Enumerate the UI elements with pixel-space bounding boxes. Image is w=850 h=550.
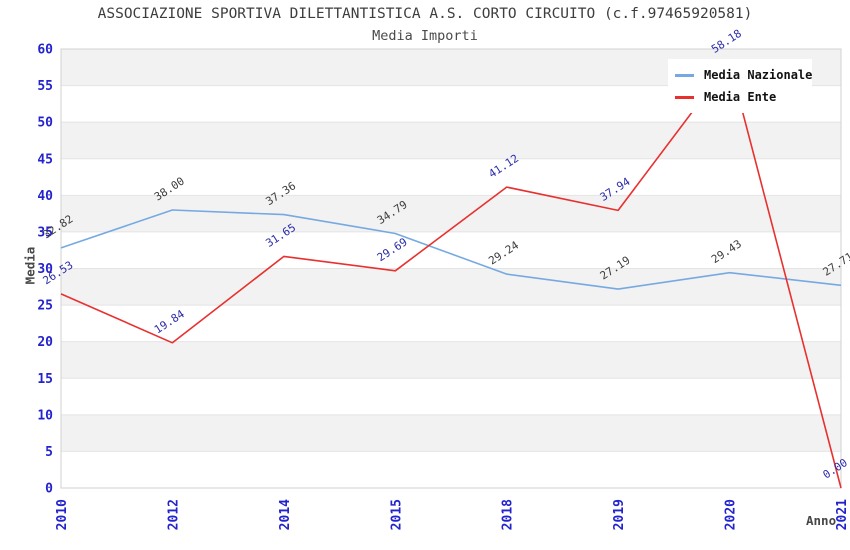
plot-band — [61, 268, 841, 306]
y-tick-label: 40 — [37, 189, 53, 204]
chart-subtitle: Media Importi — [372, 28, 478, 44]
y-tick-label: 15 — [37, 372, 53, 387]
plot-border — [60, 48, 842, 489]
y-tick-label: 50 — [37, 116, 53, 131]
legend-item-media-ente: Media Ente — [675, 86, 812, 108]
legend-swatch-media-ente — [675, 95, 694, 99]
y-tick-label: 25 — [37, 299, 53, 314]
legend-item-media-nazionale: Media Nazionale — [675, 64, 812, 86]
y-tick-label: 30 — [37, 262, 53, 277]
y-tick-label: 60 — [37, 43, 53, 58]
y-tick-label: 5 — [45, 445, 53, 460]
data-label-media-nazionale: 29.43 — [709, 237, 744, 266]
data-label-media-ente: 19.84 — [152, 307, 187, 336]
x-tick-label: 2012 — [166, 499, 181, 530]
chart-title: ASSOCIAZIONE SPORTIVA DILETTANTISTICA A.… — [97, 6, 753, 22]
legend-label: Media Nazionale — [704, 68, 813, 82]
plot-band — [61, 122, 841, 159]
series-line-media-nazionale — [60, 209, 842, 290]
y-tick-label: 35 — [37, 225, 53, 240]
y-tick-label: 20 — [37, 335, 53, 350]
x-axis-title: Anno — [806, 513, 837, 528]
legend: Media Nazionale Media Ente — [668, 59, 812, 113]
x-tick-label: 2019 — [612, 499, 627, 530]
legend-label: Media Ente — [704, 90, 777, 104]
x-tick-label: 2015 — [389, 499, 404, 530]
legend-swatch-media-nazionale — [675, 73, 694, 77]
plot-band — [61, 341, 841, 379]
x-tick-label: 2020 — [724, 499, 739, 530]
y-tick-label: 0 — [45, 482, 53, 497]
x-tick-label: 2014 — [278, 499, 293, 530]
plot-band — [61, 195, 841, 232]
y-axis-title: Media — [22, 246, 38, 285]
x-tick-label: 2018 — [501, 499, 516, 530]
x-tick-label: 2021 — [835, 499, 850, 530]
y-tick-label: 45 — [37, 152, 53, 167]
data-label-media-ente: 29.69 — [375, 235, 410, 264]
y-tick-label: 55 — [37, 79, 53, 94]
x-tick-label: 2010 — [55, 499, 70, 530]
plot-band — [61, 414, 841, 452]
y-tick-label: 10 — [37, 408, 53, 423]
data-label-media-nazionale: 29.24 — [486, 238, 521, 267]
data-label-media-ente: 0.00 — [821, 456, 850, 481]
